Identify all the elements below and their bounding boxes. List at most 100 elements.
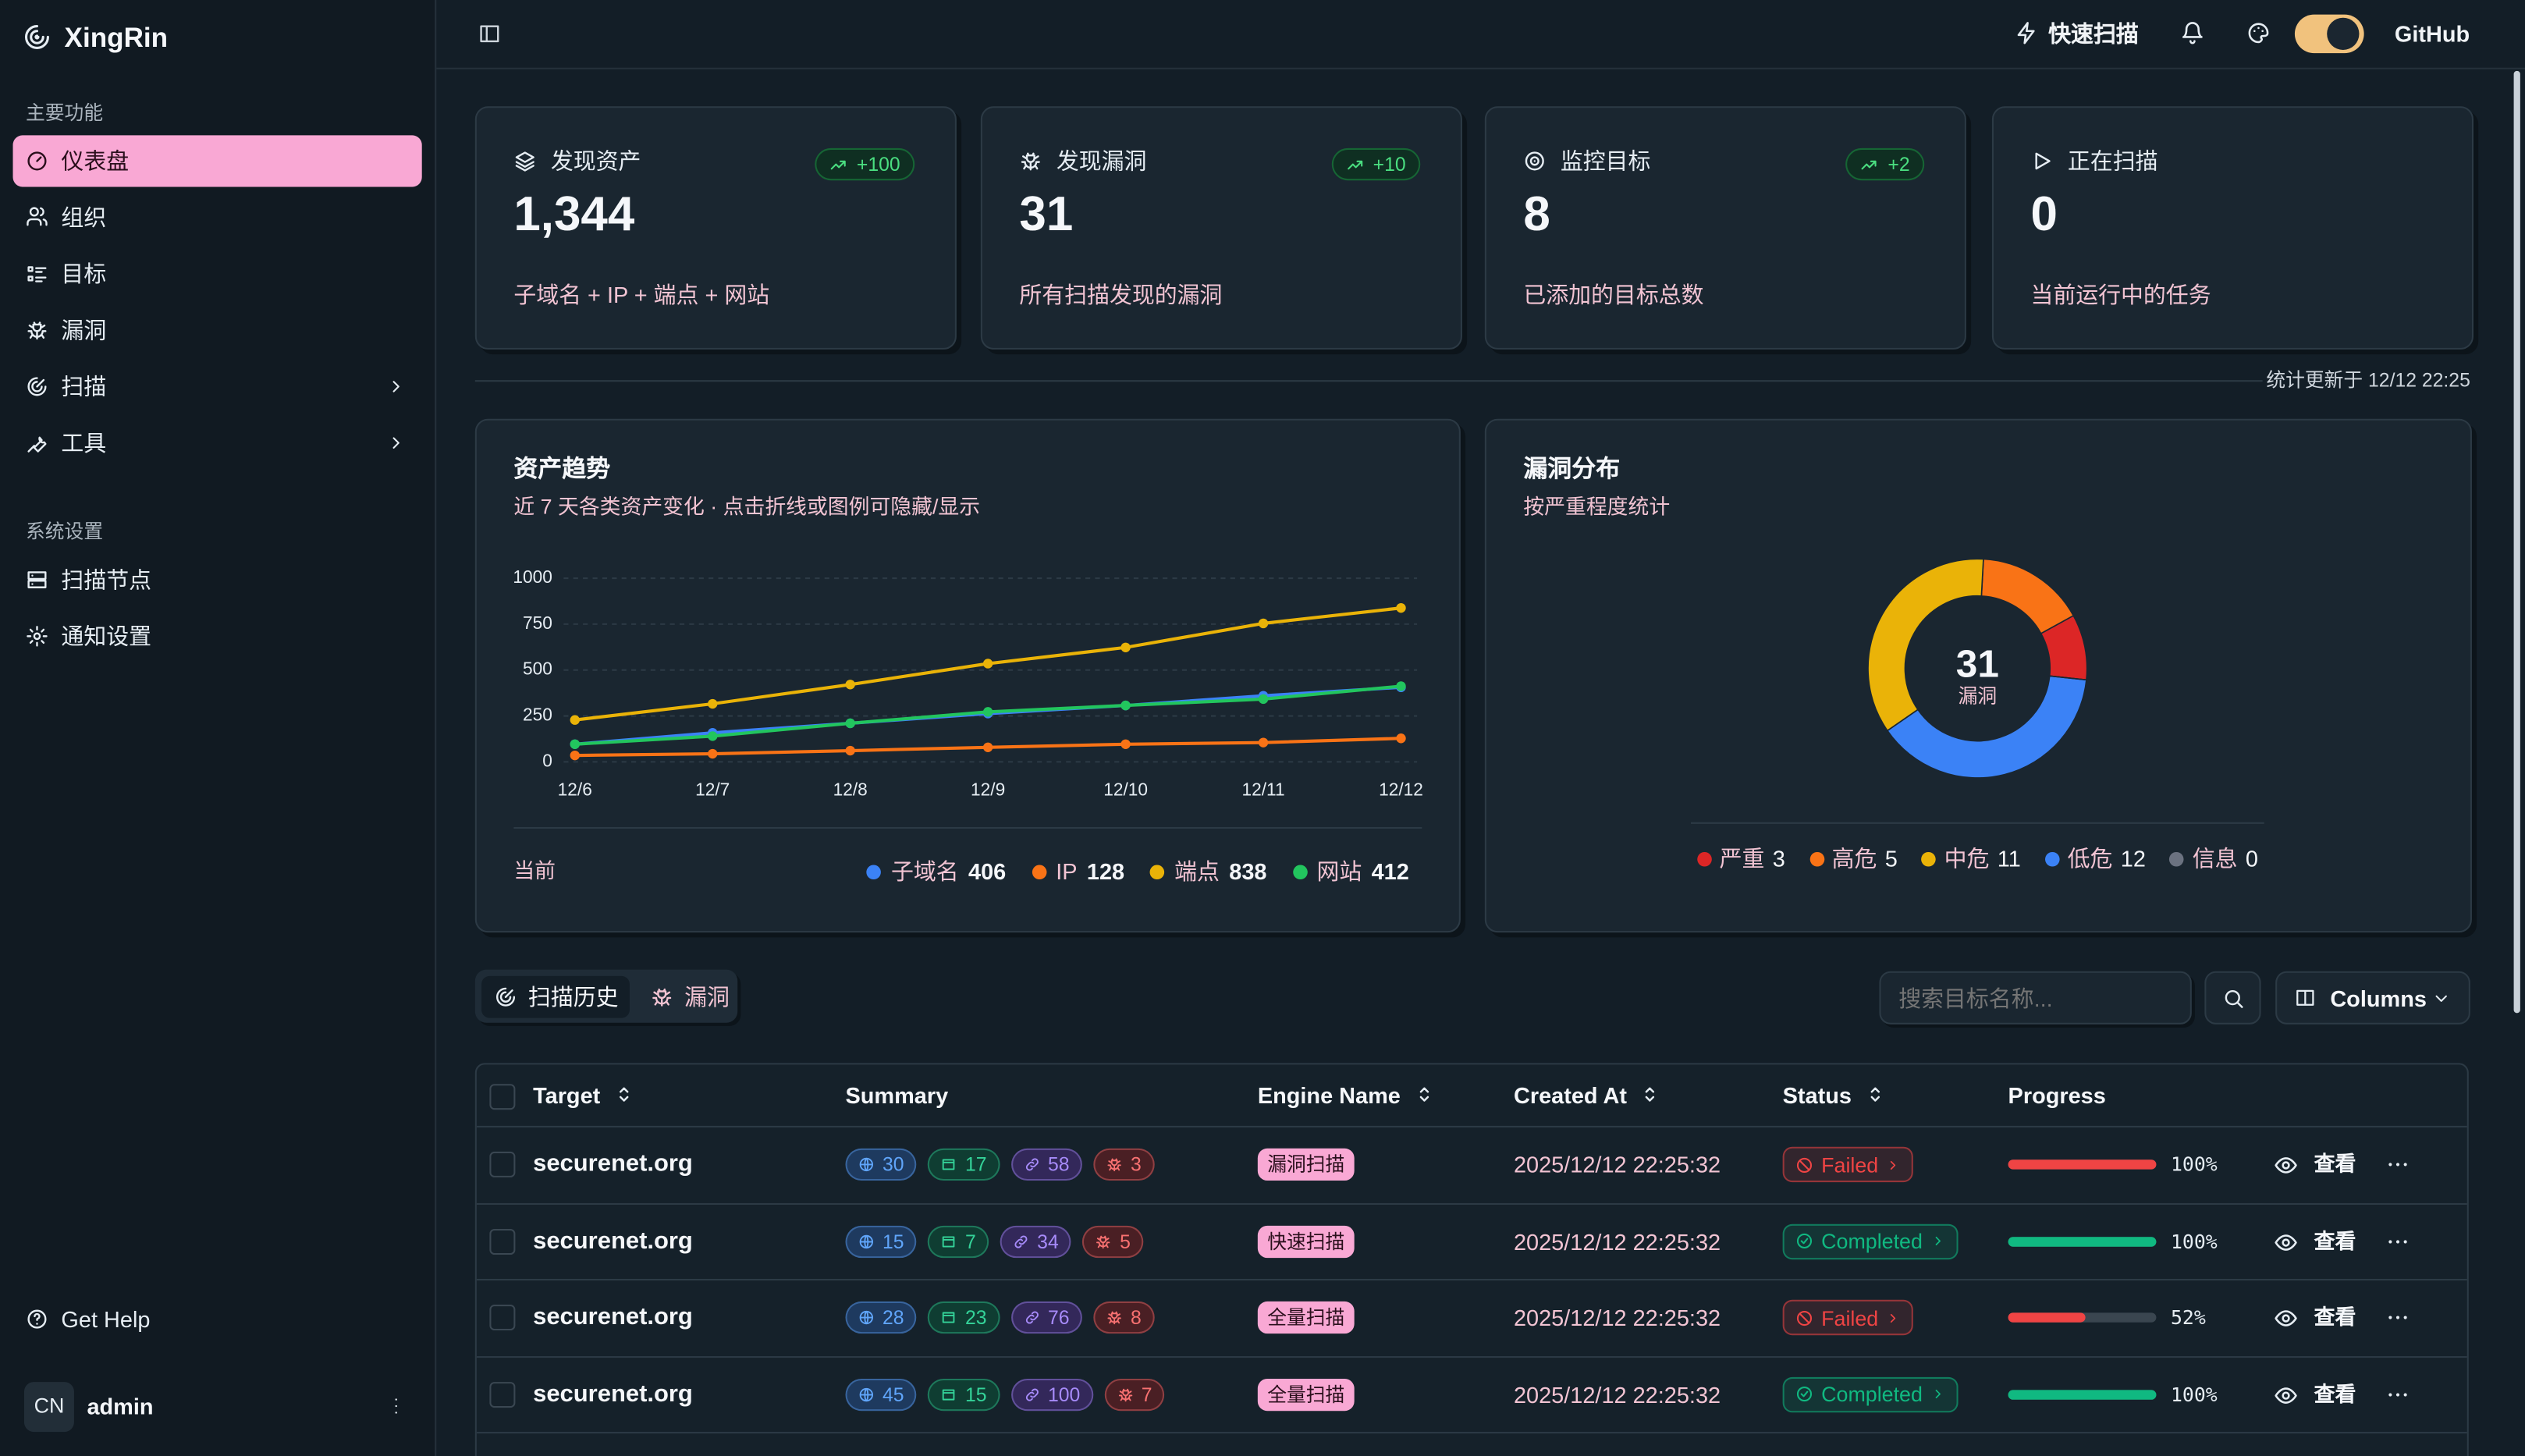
- icon: [392, 381, 400, 392]
- icon-path: [27, 1309, 47, 1329]
- legend-item[interactable]: 网站 412: [1292, 855, 1409, 887]
- view-button[interactable]: 查看: [2272, 1225, 2356, 1257]
- icon: [1096, 1234, 1111, 1248]
- search-button[interactable]: [2204, 971, 2261, 1025]
- view-label[interactable]: 查看: [2314, 1151, 2356, 1176]
- icon-path: [2275, 1387, 2297, 1404]
- checkbox[interactable]: [489, 1084, 516, 1110]
- icon: [27, 377, 47, 396]
- nav-label[interactable]: 工具: [61, 430, 107, 456]
- icon-path: [2225, 989, 2243, 1008]
- view-label[interactable]: 查看: [2314, 1381, 2356, 1406]
- progress-fill: [2008, 1389, 2157, 1400]
- legend-item[interactable]: 低危 12: [2044, 843, 2146, 875]
- target: securenet.org: [533, 1303, 693, 1331]
- legend-value: 3: [1772, 845, 1785, 872]
- icon-path: [1646, 1087, 1655, 1102]
- nav-item[interactable]: 仪表盘: [12, 135, 422, 187]
- nav-label[interactable]: 漏洞: [61, 317, 107, 343]
- legend-item[interactable]: 严重 3: [1696, 843, 1785, 875]
- legend-item[interactable]: 端点 838: [1150, 855, 1266, 887]
- summary-badge: 8: [1093, 1302, 1155, 1334]
- nav-item[interactable]: 扫描节点: [13, 554, 422, 605]
- tab-label[interactable]: 漏洞: [684, 984, 730, 1010]
- nav-label[interactable]: 目标: [61, 261, 107, 287]
- row-border: [476, 1279, 2467, 1281]
- engine-badge: 全量扫描: [1257, 1378, 1355, 1411]
- stat-description: 所有扫描发现的漏洞: [1019, 282, 1223, 308]
- column-header[interactable]: Created At: [1514, 1079, 1660, 1111]
- legend-item[interactable]: 信息 0: [2169, 843, 2258, 875]
- icon: [27, 321, 47, 340]
- legend-item[interactable]: 高危 5: [1809, 843, 1898, 875]
- nav-item[interactable]: 工具: [13, 417, 422, 469]
- status-badge[interactable]: Failed: [1782, 1146, 1914, 1183]
- stat-delta: +100: [815, 147, 915, 181]
- summary-badge: 5: [1082, 1225, 1144, 1258]
- columns-label[interactable]: Columns: [2330, 985, 2427, 1012]
- nav-label[interactable]: 组织: [61, 204, 107, 231]
- checkbox[interactable]: [489, 1305, 516, 1331]
- legend-item[interactable]: 中危 11: [1921, 843, 2021, 875]
- nav-label[interactable]: 扫描: [61, 373, 107, 400]
- view-button[interactable]: 查看: [2272, 1302, 2356, 1333]
- quick-scan-button[interactable]: 快速扫描: [2048, 20, 2139, 47]
- nav-label[interactable]: 通知设置: [61, 623, 151, 649]
- icon-path: [943, 1389, 956, 1401]
- legend-item[interactable]: 子域名 406: [867, 855, 1006, 887]
- nav-item[interactable]: 扫描: [13, 360, 422, 412]
- legend-value: 5: [1884, 845, 1898, 872]
- legend-swatch: [1921, 851, 1937, 866]
- tab-label[interactable]: 扫描历史: [527, 984, 619, 1010]
- view-button[interactable]: 查看: [2272, 1149, 2356, 1181]
- progress-label: 100%: [2171, 1383, 2218, 1406]
- column-header[interactable]: Target: [533, 1079, 634, 1111]
- github-link[interactable]: GitHub: [2394, 20, 2470, 47]
- legend-value: 12: [2120, 845, 2146, 872]
- row-menu[interactable]: [2383, 1150, 2412, 1179]
- progress-fill: [2008, 1236, 2157, 1246]
- nav-label[interactable]: 仪表盘: [61, 147, 130, 174]
- tab[interactable]: 漏洞: [637, 976, 731, 1018]
- help-link[interactable]: Get Help: [61, 1306, 151, 1333]
- icon: [1419, 1087, 1429, 1102]
- column-header[interactable]: Status: [1783, 1079, 1886, 1111]
- legend-value: 128: [1086, 858, 1125, 885]
- view-label[interactable]: 查看: [2314, 1305, 2356, 1330]
- icon: [1025, 1311, 1039, 1324]
- icon-path: [652, 988, 672, 1007]
- icon: [859, 1387, 874, 1401]
- checkbox[interactable]: [489, 1381, 516, 1408]
- status-badge[interactable]: Failed: [1782, 1300, 1914, 1336]
- status-badge[interactable]: Completed: [1782, 1223, 1959, 1259]
- legend-item[interactable]: IP 128: [1032, 858, 1124, 884]
- search-input[interactable]: [1879, 971, 2192, 1025]
- view-label[interactable]: 查看: [2314, 1228, 2356, 1253]
- nav-item[interactable]: 通知设置: [13, 610, 422, 662]
- icon-path: [496, 987, 516, 1007]
- theme-toggle[interactable]: [2294, 14, 2364, 54]
- checkbox[interactable]: [489, 1151, 516, 1177]
- icon: [1525, 151, 1544, 171]
- icon-path: [1107, 1158, 1121, 1172]
- sort-icon: [1864, 1081, 1885, 1102]
- checkbox[interactable]: [489, 1228, 516, 1255]
- progress-label: 100%: [2171, 1152, 2218, 1176]
- nav-item[interactable]: 漏洞: [13, 304, 422, 356]
- summary-count: 17: [964, 1152, 987, 1176]
- view-button[interactable]: 查看: [2272, 1379, 2356, 1411]
- nav-label[interactable]: 扫描节点: [61, 566, 151, 593]
- row-border: [476, 1202, 2467, 1204]
- row-menu[interactable]: [2383, 1303, 2412, 1332]
- row-menu[interactable]: [2383, 1380, 2412, 1409]
- row-menu[interactable]: [2383, 1227, 2412, 1255]
- nav-item[interactable]: 组织: [13, 192, 422, 243]
- icon: [1107, 1158, 1121, 1172]
- status-badge[interactable]: Completed: [1782, 1376, 1959, 1412]
- tab[interactable]: 扫描历史: [481, 975, 630, 1018]
- nav-item[interactable]: 目标: [13, 248, 422, 300]
- column-header[interactable]: Engine Name: [1258, 1079, 1434, 1111]
- summary-badge: 15: [928, 1378, 1000, 1411]
- columns-button[interactable]: Columns: [2275, 971, 2470, 1025]
- icon-path: [1796, 1156, 1813, 1172]
